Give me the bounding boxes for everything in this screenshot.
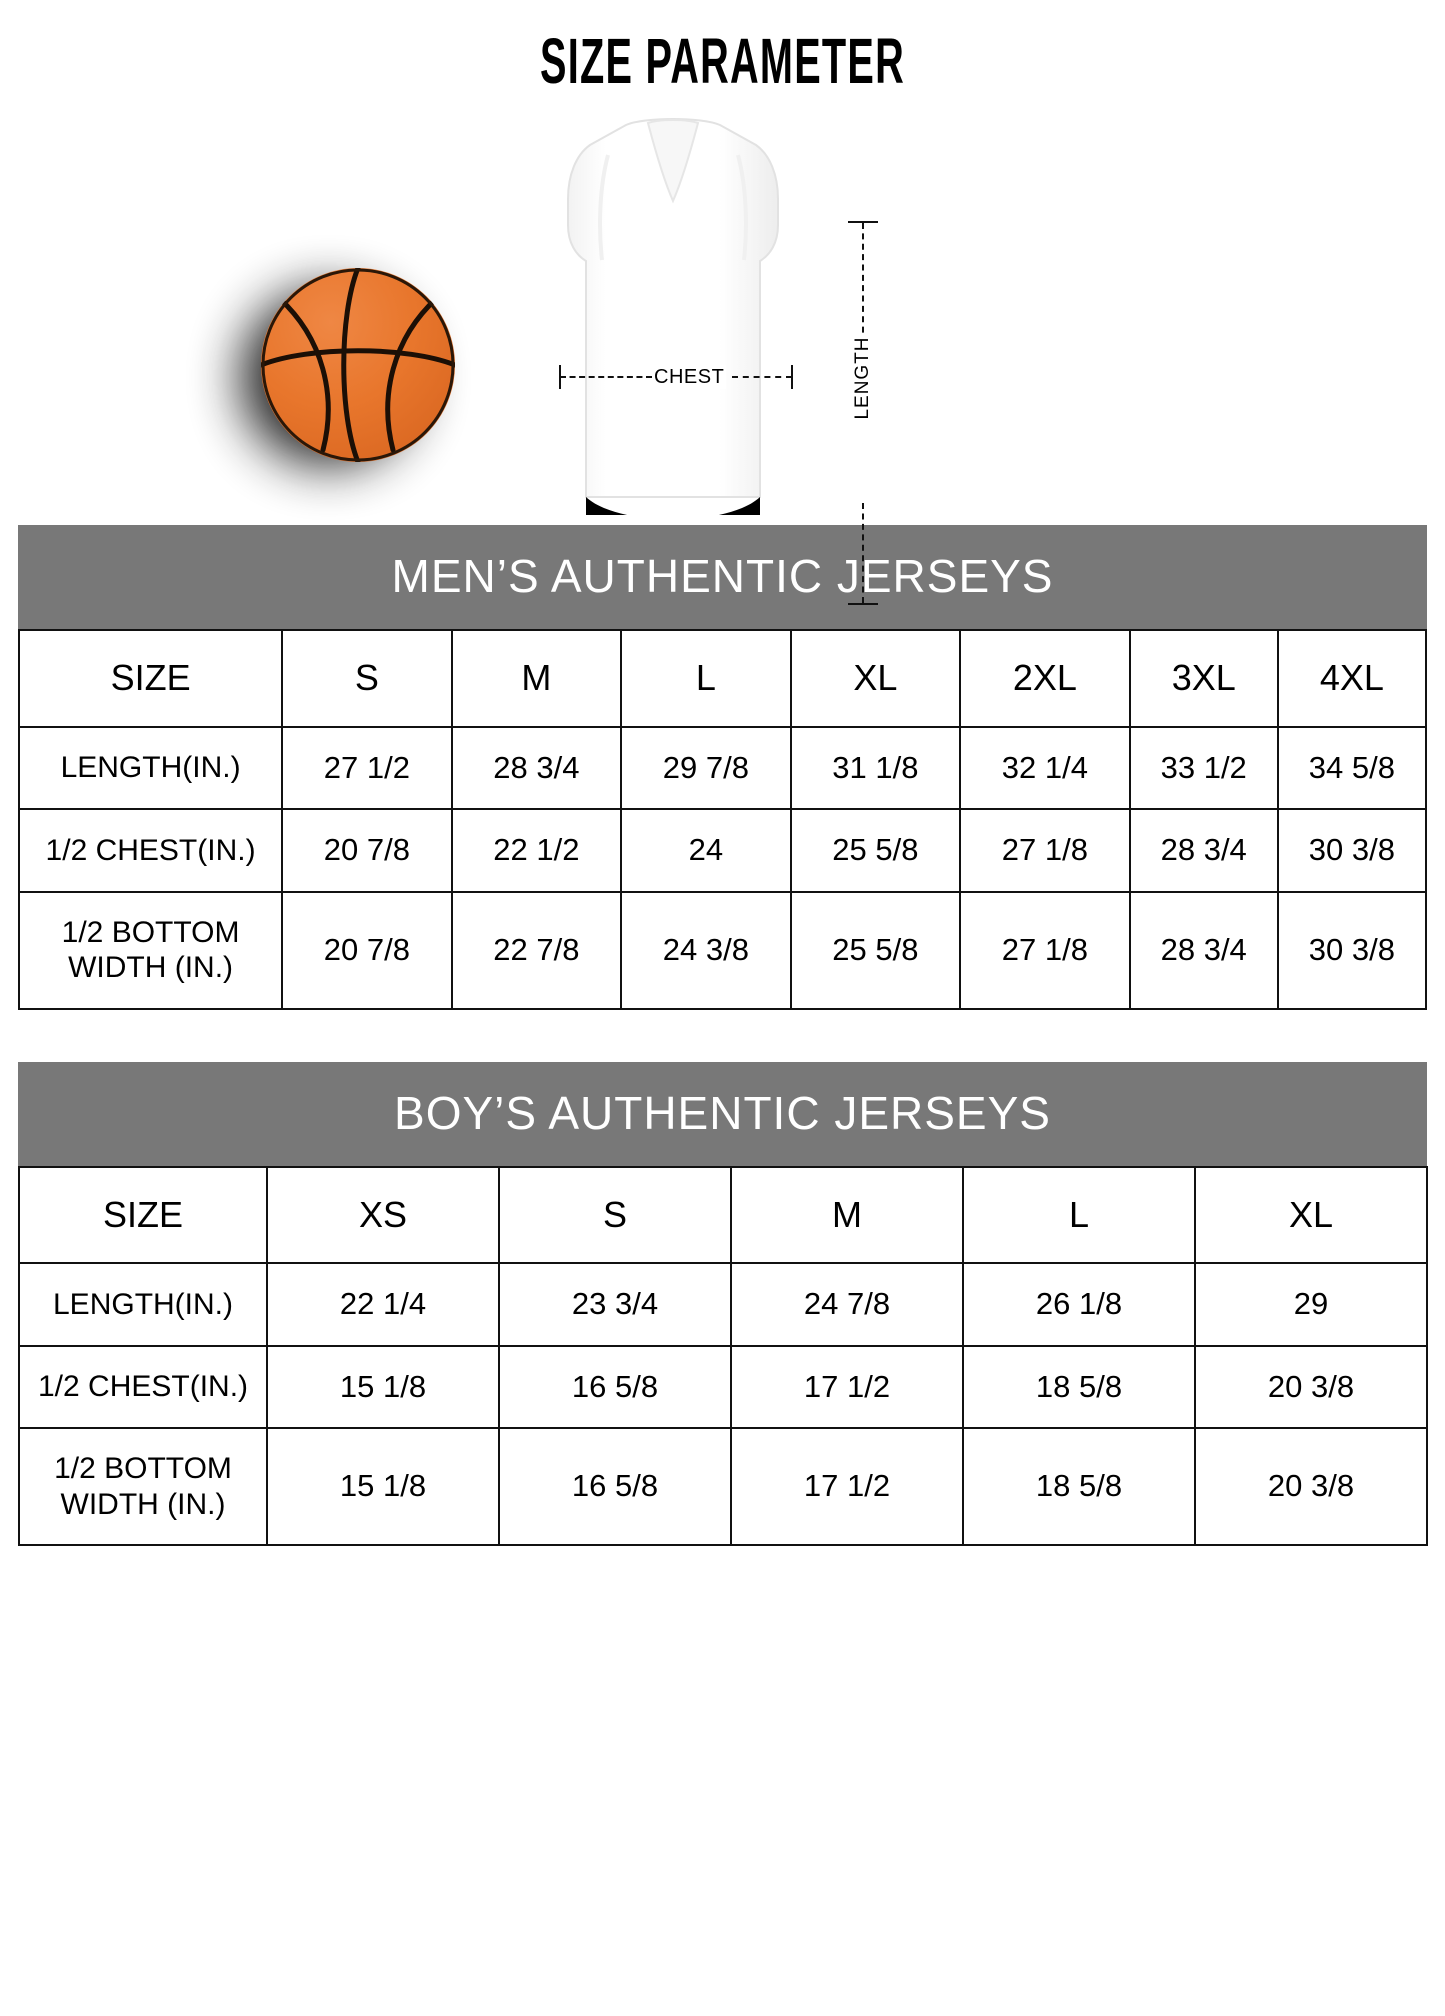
length-top-cap [848,221,878,224]
mens-chest-m: 22 1/2 [450,808,623,893]
boys-bottom-s: 16 5/8 [498,1427,732,1546]
boys-size-table: SIZE XS S M L XL LENGTH(IN.) 22 1/4 23 3… [18,1165,1428,1546]
mens-length-m: 28 3/4 [450,725,623,811]
mens-bottom-l: 24 3/8 [620,890,792,1010]
length-dash-bottom [862,503,864,604]
bottom-width-line2: WIDTH (IN.) [60,1487,226,1521]
mens-header-4xl: 4XL [1276,629,1428,728]
basketball-icon [261,268,455,463]
boys-bottom-m: 17 1/2 [730,1427,964,1546]
mens-chest-xl: 25 5/8 [789,808,962,893]
mens-row-label-bottom-width: 1/2 BOTTOM WIDTH (IN.) [17,890,284,1010]
boys-length-xl: 29 [1194,1262,1428,1347]
boys-bottom-xl: 20 3/8 [1194,1427,1428,1546]
table-row: SIZE S M L XL 2XL 3XL 4XL [17,629,1428,728]
mens-length-xl: 31 1/8 [789,725,962,811]
boys-bottom-xs: 15 1/8 [266,1427,500,1546]
mens-chest-3xl: 28 3/4 [1128,808,1279,893]
mens-length-l: 29 7/8 [620,725,792,811]
table-row: LENGTH(IN.) 27 1/2 28 3/4 29 7/8 31 1/8 … [17,725,1428,811]
boys-chest-m: 17 1/2 [730,1344,964,1430]
boys-length-l: 26 1/8 [962,1262,1196,1347]
mens-header-m: M [450,629,623,728]
mens-size-table: SIZE S M L XL 2XL 3XL 4XL LENGTH(IN.) 27… [17,629,1428,1010]
mens-header-l: L [620,629,792,728]
mens-length-3xl: 33 1/2 [1128,725,1279,811]
mens-size-table-block: MEN’S AUTHENTIC JERSEYS SIZE S M L XL 2X… [0,525,1445,1010]
mens-bottom-4xl: 30 3/8 [1276,890,1428,1010]
length-label: LENGTH [852,333,874,424]
mens-length-2xl: 32 1/4 [959,725,1131,811]
boys-chest-xl: 20 3/8 [1194,1344,1428,1430]
mens-row-label-chest: 1/2 CHEST(IN.) [17,808,284,893]
mens-row-label-length: LENGTH(IN.) [17,725,284,811]
boys-table-title: BOY’S AUTHENTIC JERSEYS [18,1061,1427,1166]
mens-header-xl: XL [789,629,962,728]
jersey-illustration [548,115,798,516]
mens-header-s: S [281,629,453,728]
mens-chest-2xl: 27 1/8 [959,808,1131,893]
mens-table-title: MEN’S AUTHENTIC JERSEYS [18,525,1427,630]
mens-header-2xl: 2XL [959,629,1131,728]
boys-length-xs: 22 1/4 [266,1262,500,1347]
table-row: 1/2 CHEST(IN.) 20 7/8 22 1/2 24 25 5/8 2… [17,808,1428,893]
boys-chest-s: 16 5/8 [498,1344,732,1430]
mens-length-4xl: 34 5/8 [1276,725,1428,811]
length-measure-line: LENGTH [840,217,888,609]
boys-header-l: L [962,1165,1196,1265]
table-row: 1/2 BOTTOM WIDTH (IN.) 15 1/8 16 5/8 17 … [18,1427,1428,1546]
length-dash-top [862,223,864,344]
illustration-area: CHEST LENGTH [0,95,1445,606]
chest-right-cap [791,365,793,390]
mens-header-3xl: 3XL [1128,629,1279,728]
boys-row-label-bottom-width: 1/2 BOTTOM WIDTH (IN.) [18,1427,268,1546]
chest-dash-right [732,376,792,379]
mens-bottom-2xl: 27 1/8 [959,890,1131,1010]
length-bottom-cap [848,603,878,606]
boys-size-table-block: BOY’S AUTHENTIC JERSEYS SIZE XS S M L XL… [0,1061,1445,1546]
jersey-icon [567,118,779,516]
chest-dash-left [560,376,652,379]
bottom-width-line1: 1/2 BOTTOM [54,1452,232,1486]
basketball-illustration [235,260,455,480]
chest-label: CHEST [652,365,727,390]
boys-row-label-length: LENGTH(IN.) [18,1262,268,1347]
boys-row-label-chest: 1/2 CHEST(IN.) [18,1344,268,1430]
mens-header-size: SIZE [17,629,284,728]
boys-length-s: 23 3/4 [498,1262,732,1347]
boys-length-m: 24 7/8 [730,1262,964,1347]
mens-bottom-3xl: 28 3/4 [1128,890,1279,1010]
boys-header-xl: XL [1194,1165,1428,1265]
boys-header-xs: XS [266,1165,500,1265]
boys-header-m: M [730,1165,964,1265]
table-row: SIZE XS S M L XL [18,1165,1428,1265]
boys-chest-l: 18 5/8 [962,1344,1196,1430]
boys-chest-xs: 15 1/8 [266,1344,500,1430]
basketball-seams-icon [261,268,455,463]
mens-bottom-m: 22 7/8 [450,890,623,1010]
bottom-width-line2: WIDTH (IN.) [68,951,234,985]
table-row: 1/2 BOTTOM WIDTH (IN.) 20 7/8 22 7/8 24 … [17,890,1428,1010]
table-row: LENGTH(IN.) 22 1/4 23 3/4 24 7/8 26 1/8 … [18,1262,1428,1347]
chest-measure-line: CHEST [556,365,796,390]
boys-header-size: SIZE [18,1165,268,1265]
mens-chest-s: 20 7/8 [281,808,453,893]
mens-length-s: 27 1/2 [281,725,453,811]
mens-chest-l: 24 [620,808,792,893]
page-title: SIZE PARAMETER [540,25,905,97]
mens-bottom-s: 20 7/8 [281,890,453,1010]
mens-chest-4xl: 30 3/8 [1276,808,1428,893]
bottom-width-line1: 1/2 BOTTOM [61,915,240,949]
mens-bottom-xl: 25 5/8 [789,890,962,1010]
boys-header-s: S [498,1165,732,1265]
table-row: 1/2 CHEST(IN.) 15 1/8 16 5/8 17 1/2 18 5… [18,1344,1428,1430]
boys-bottom-l: 18 5/8 [962,1427,1196,1546]
